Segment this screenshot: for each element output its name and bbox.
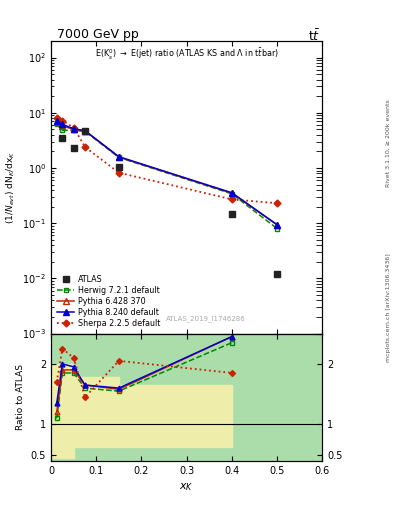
Sherpa 2.2.5 default [60, 118, 65, 124]
Sherpa 2.2.5 default [116, 169, 121, 176]
Pythia 6.428 370 [116, 154, 121, 160]
Herwig 7.2.1 default [60, 127, 65, 134]
ATLAS [230, 211, 234, 217]
Herwig 7.2.1 default [116, 155, 121, 161]
Text: t$\bar{t}$: t$\bar{t}$ [308, 28, 320, 44]
Text: mcplots.cern.ch [arXiv:1306.3436]: mcplots.cern.ch [arXiv:1306.3436] [386, 253, 391, 361]
Herwig 7.2.1 default [230, 191, 234, 197]
ATLAS [116, 164, 121, 170]
Line: Sherpa 2.2.5 default: Sherpa 2.2.5 default [54, 115, 279, 206]
Pythia 8.240 default [83, 127, 87, 134]
Sherpa 2.2.5 default [275, 200, 279, 206]
ATLAS [72, 145, 76, 151]
Pythia 8.240 default [54, 118, 59, 124]
Pythia 8.240 default [72, 126, 76, 132]
Pythia 6.428 370 [83, 128, 87, 134]
Herwig 7.2.1 default [72, 127, 76, 134]
Pythia 6.428 370 [72, 126, 76, 133]
Pythia 6.428 370 [275, 222, 279, 228]
Sherpa 2.2.5 default [83, 144, 87, 150]
Sherpa 2.2.5 default [72, 124, 76, 131]
Text: ATLAS_2019_I1746286: ATLAS_2019_I1746286 [166, 315, 246, 322]
Herwig 7.2.1 default [275, 225, 279, 231]
Line: Herwig 7.2.1 default: Herwig 7.2.1 default [54, 122, 279, 231]
Line: Pythia 6.428 370: Pythia 6.428 370 [54, 119, 280, 228]
Line: Pythia 8.240 default: Pythia 8.240 default [54, 119, 280, 227]
Text: E(K$^0_s$) $\rightarrow$ E(jet) ratio (ATLAS KS and $\Lambda$ in t$\bar{t}$bar): E(K$^0_s$) $\rightarrow$ E(jet) ratio (A… [95, 47, 279, 62]
Line: ATLAS: ATLAS [59, 128, 281, 278]
X-axis label: $x_K$: $x_K$ [180, 481, 194, 493]
ATLAS [60, 135, 65, 141]
Herwig 7.2.1 default [54, 121, 59, 127]
Pythia 8.240 default [116, 154, 121, 160]
Text: Rivet 3.1.10, ≥ 200k events: Rivet 3.1.10, ≥ 200k events [386, 99, 391, 187]
ATLAS [275, 271, 279, 277]
ATLAS [83, 129, 87, 135]
Pythia 8.240 default [230, 190, 234, 196]
Text: 7000 GeV pp: 7000 GeV pp [57, 28, 139, 41]
Pythia 8.240 default [275, 222, 279, 228]
Sherpa 2.2.5 default [230, 196, 234, 202]
Sherpa 2.2.5 default [54, 115, 59, 121]
Pythia 8.240 default [60, 121, 65, 127]
Pythia 6.428 370 [60, 123, 65, 129]
Legend: ATLAS, Herwig 7.2.1 default, Pythia 6.428 370, Pythia 8.240 default, Sherpa 2.2.: ATLAS, Herwig 7.2.1 default, Pythia 6.42… [55, 273, 162, 330]
Herwig 7.2.1 default [83, 129, 87, 135]
Y-axis label: Ratio to ATLAS: Ratio to ATLAS [16, 364, 25, 430]
Y-axis label: $(1/N_{evt})$ dN$_K$/dx$_K$: $(1/N_{evt})$ dN$_K$/dx$_K$ [4, 151, 17, 224]
Pythia 6.428 370 [54, 119, 59, 125]
Pythia 6.428 370 [230, 190, 234, 196]
